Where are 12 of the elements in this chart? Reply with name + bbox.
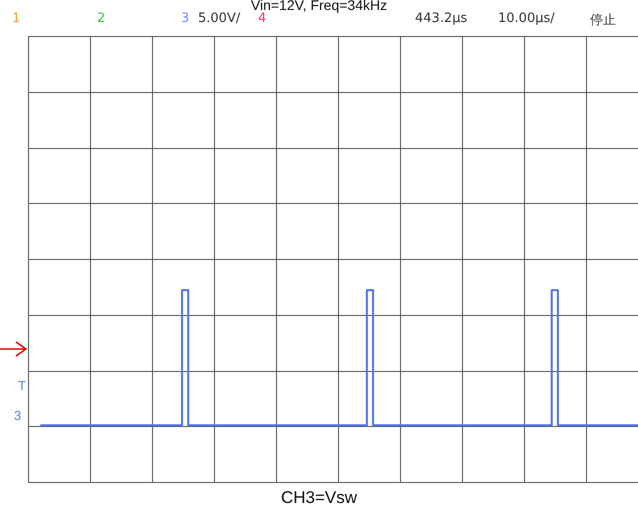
text: 1 xyxy=(12,11,20,26)
text: 443.2µs xyxy=(415,11,468,26)
text: 4 xyxy=(258,11,266,26)
text: 3 xyxy=(181,11,190,26)
text: 2 xyxy=(97,11,106,26)
text: 5.00V/ xyxy=(198,11,240,26)
text: 停止 xyxy=(590,12,616,29)
text: 10.00µs/ xyxy=(498,11,555,26)
text: 3 xyxy=(14,408,22,423)
x-axis-title: CH3=Vsw xyxy=(280,488,358,508)
chart-title: Vin=12V, Freq=34kHz xyxy=(250,0,388,13)
text: T xyxy=(18,378,26,393)
